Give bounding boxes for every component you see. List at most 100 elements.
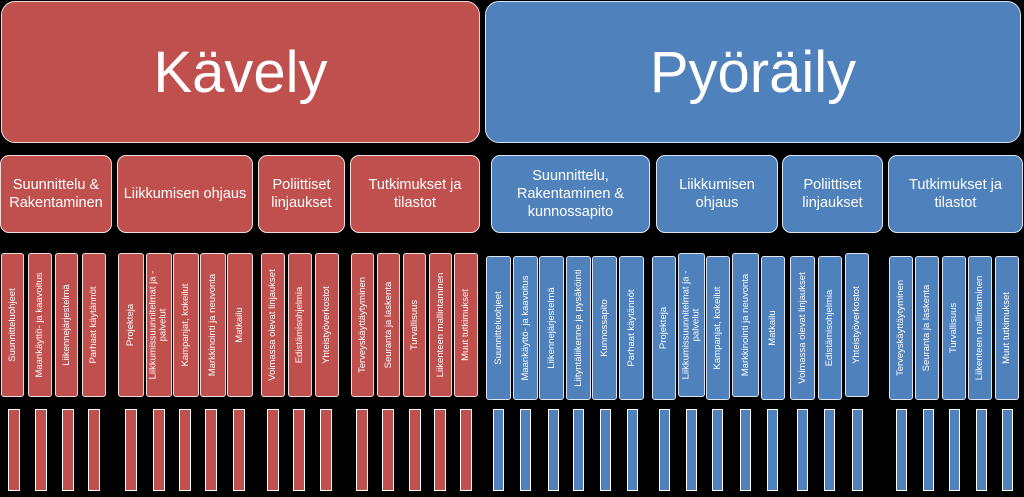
kavely-item-liikenteen-mallintaminen: Liikenteen mallintaminen (429, 253, 452, 397)
pyoraily-subitem-stub (548, 409, 559, 491)
item-label: Markkinointi ja neuvonta (739, 273, 751, 377)
kavely-subitem-stub (88, 409, 100, 491)
pyoraily-item-markkinointi-ja-neuvonta: Markkinointi ja neuvonta (732, 253, 759, 397)
pyoraily-item-terveyskayttaytyminen: Terveyskäyttäytyminen (889, 256, 913, 400)
item-label: Matkailu (766, 310, 778, 346)
kavely-subitem-stub (153, 409, 165, 491)
item-label: Yhteistyöverkostot (850, 286, 862, 364)
kavely-category-poliittiset-linjaukset: Poliittiset linjaukset (258, 155, 345, 233)
item-label: Seuranta ja laskenta (382, 281, 394, 369)
item-label: Maankäyttö- ja kaavoitus (519, 275, 531, 381)
pyoraily-item-projekteja: Projekteja (652, 256, 676, 400)
pyoraily-subitem-stub (767, 409, 778, 491)
kavely-item-suunnitteluohjeet: Suunnitteluohjeet (1, 253, 24, 397)
item-label: Muut tutkimukset (1000, 292, 1012, 364)
kavely-subitem-stub (179, 409, 191, 491)
item-label: Edistämisohjelmia (823, 289, 835, 367)
pyoraily-subitem-stub (1002, 409, 1013, 491)
kavely-item-projekteja: Projekteja (118, 253, 144, 397)
pyoraily-item-liikennejarjestelma: Liikennejärjestelmä (539, 256, 564, 400)
pyoraily-category-tutkimukset-ja-tilastot: Tutkimukset ja tilastot (888, 155, 1023, 233)
kavely-category-suunnittelu-rakentaminen: Suunnittelu & Rakentaminen (0, 155, 112, 233)
pyoraily-item-liikkumissuunnitelmat-ja-palvelut: Liikkumissuunnitelmat ja -palvelut (678, 253, 705, 397)
item-label: Projekteja (657, 306, 669, 350)
item-label: Markkinointi ja neuvonta (206, 273, 218, 377)
item-label: Terveyskäyttäytyminen (356, 276, 368, 374)
pyoraily-subitem-stub (686, 409, 697, 491)
item-label: Parhaat käytännöt (87, 286, 99, 364)
item-label: Turvallisuus (408, 299, 420, 351)
pyoraily-subitem-stub (520, 409, 531, 491)
item-label: Suunnitteluohjeet (6, 288, 18, 362)
kavely-subitem-stub (409, 409, 421, 491)
kavely-subitem-stub (434, 409, 446, 491)
item-label: Suunnitteluohjeet (492, 291, 504, 365)
item-label: Yhteistyöverkostot (320, 286, 332, 364)
pyoraily-item-liityntaliikenne-ja-pysakointi: Liityntäliikenne ja pysäköinti (566, 256, 591, 400)
pyoraily-item-muut-tutkimukset: Muut tutkimukset (995, 256, 1019, 400)
kavely-item-parhaat-kaytannot: Parhaat käytännöt (82, 253, 106, 397)
pyoraily-title: Pyöräily (485, 1, 1021, 143)
item-label: Voimassa olevat linjaukset (266, 269, 278, 381)
kavely-item-edistamisohjelmia: Edistämisohjelmia (288, 253, 312, 397)
pyoraily-subitem-stub (740, 409, 751, 491)
pyoraily-item-seuranta-ja-laskenta: Seuranta ja laskenta (915, 256, 939, 400)
pyoraily-subitem-stub (797, 409, 808, 491)
kavely-item-matkailu: Matkailu (227, 253, 253, 397)
item-label: Kampanjat, kokeilut (711, 286, 723, 370)
item-label: Projekteja (124, 303, 136, 347)
kavely-item-terveyskayttaytyminen: Terveyskäyttäytyminen (351, 253, 374, 397)
kavely-item-maankaytto-ja-kaavoitus: Maankäyttö- ja kaavoitus (28, 253, 52, 397)
item-label: Seuranta ja laskenta (920, 284, 932, 372)
item-label: Liikenteen mallintaminen (973, 275, 985, 381)
kavely-subitem-stub (205, 409, 217, 491)
pyoraily-item-matkailu: Matkailu (761, 256, 785, 400)
kavely-item-yhteistyoverkostot: Yhteistyöverkostot (315, 253, 339, 397)
kavely-subitem-stub (125, 409, 137, 491)
kavely-subitem-stub (293, 409, 305, 491)
item-label: Terveyskäyttäytyminen (894, 279, 906, 377)
pyoraily-item-edistamisohjelmia: Edistämisohjelmia (818, 256, 842, 400)
kavely-subitem-stub (267, 409, 279, 491)
kavely-subitem-stub (356, 409, 368, 491)
item-label: Voimassa olevat linjaukset (796, 272, 808, 384)
kavely-subitem-stub (8, 409, 20, 491)
pyoraily-subitem-stub (600, 409, 611, 491)
pyoraily-subitem-stub (976, 409, 987, 491)
pyoraily-subitem-stub (923, 409, 934, 491)
pyoraily-item-kunnossapito: Kunnossapito (592, 256, 617, 400)
item-label: Liikkumissuunnitelmat ja -palvelut (680, 270, 702, 380)
kavely-category-tutkimukset-ja-tilastot: Tutkimukset ja tilastot (350, 155, 480, 233)
pyoraily-subitem-stub (659, 409, 670, 491)
item-label: Kampanjat, kokeilut (179, 283, 191, 367)
pyoraily-category-liikkumisen-ohjaus: Liikkumisen ohjaus (656, 155, 778, 233)
item-label: Turvallisuus (947, 302, 959, 354)
pyoraily-item-parhaat-kaytannot: Parhaat käytännöt (619, 256, 644, 400)
kavely-item-voimassa-olevat-linjaukset: Voimassa olevat linjaukset (261, 253, 285, 397)
item-label: Edistämisohjelmia (293, 286, 305, 364)
pyoraily-item-yhteistyoverkostot: Yhteistyöverkostot (845, 253, 869, 397)
item-label: Liikennejärjestelmä (60, 284, 72, 366)
pyoraily-item-liikenteen-mallintaminen: Liikenteen mallintaminen (968, 256, 992, 400)
pyoraily-subitem-stub (824, 409, 835, 491)
item-label: Matkailu (233, 307, 245, 343)
kavely-item-muut-tutkimukset: Muut tutkimukset (454, 253, 478, 397)
item-label: Liikenteen mallintaminen (434, 272, 446, 378)
item-label: Parhaat käytännöt (625, 289, 637, 367)
pyoraily-subitem-stub (627, 409, 638, 491)
kavely-subitem-stub (62, 409, 74, 491)
kavely-item-liikennejarjestelma: Liikennejärjestelmä (55, 253, 78, 397)
pyoraily-subitem-stub (493, 409, 504, 491)
kavely-item-seuranta-ja-laskenta: Seuranta ja laskenta (377, 253, 400, 397)
item-label: Liityntäliikenne ja pysäköinti (572, 269, 584, 387)
item-label: Muut tutkimukset (459, 289, 471, 361)
item-label: Maankäyttö- ja kaavoitus (33, 272, 45, 378)
kavely-item-kampanjat-kokeilut: Kampanjat, kokeilut (173, 253, 199, 397)
kavely-item-markkinointi-ja-neuvonta: Markkinointi ja neuvonta (200, 253, 226, 397)
pyoraily-item-kampanjat-kokeilut: Kampanjat, kokeilut (706, 256, 730, 400)
pyoraily-item-turvallisuus: Turvallisuus (942, 256, 966, 400)
item-label: Kunnossapito (598, 299, 610, 357)
pyoraily-category-poliittiset-linjaukset: Poliittiset linjaukset (782, 155, 883, 233)
pyoraily-item-suunnitteluohjeet: Suunnitteluohjeet (486, 256, 511, 400)
kavely-title: Kävely (1, 1, 480, 143)
